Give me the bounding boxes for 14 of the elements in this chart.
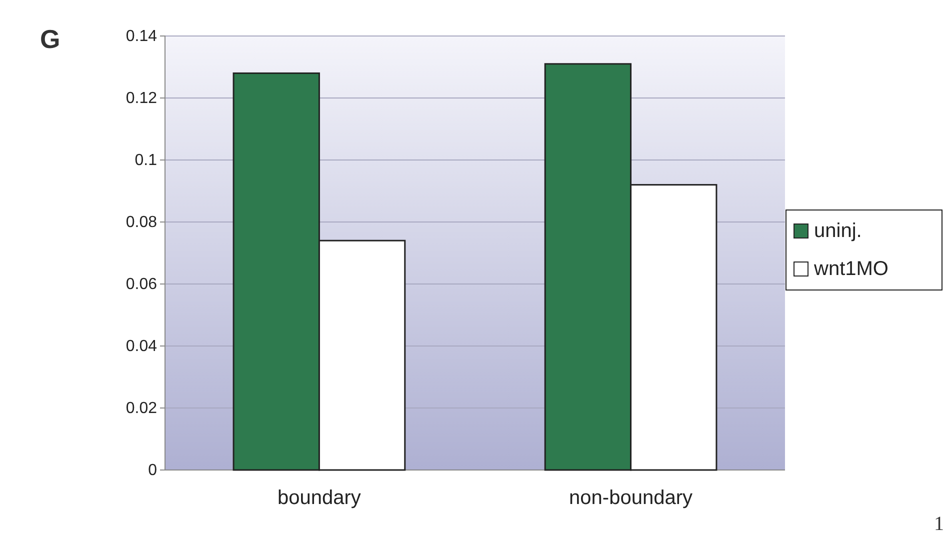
x-tick-label: boundary [278, 487, 361, 510]
y-tick-label: 0.12 [126, 90, 158, 108]
legend-label: uninj. [814, 220, 862, 242]
text: G [40, 24, 60, 54]
y-tick-label: 0.08 [126, 214, 158, 232]
text: 1 [934, 513, 944, 535]
y-tick-label: 0.1 [134, 152, 158, 170]
y-tick-label: 0.04 [126, 338, 158, 356]
y-tick-label: 0.06 [126, 276, 158, 294]
x-tick-label: non-boundary [569, 487, 692, 510]
y-tick-label: 0.14 [126, 28, 158, 46]
y-tick-label: 0.02 [126, 400, 158, 418]
y-tick-label: 0 [148, 462, 158, 480]
legend-label: wnt1MO [813, 258, 888, 280]
